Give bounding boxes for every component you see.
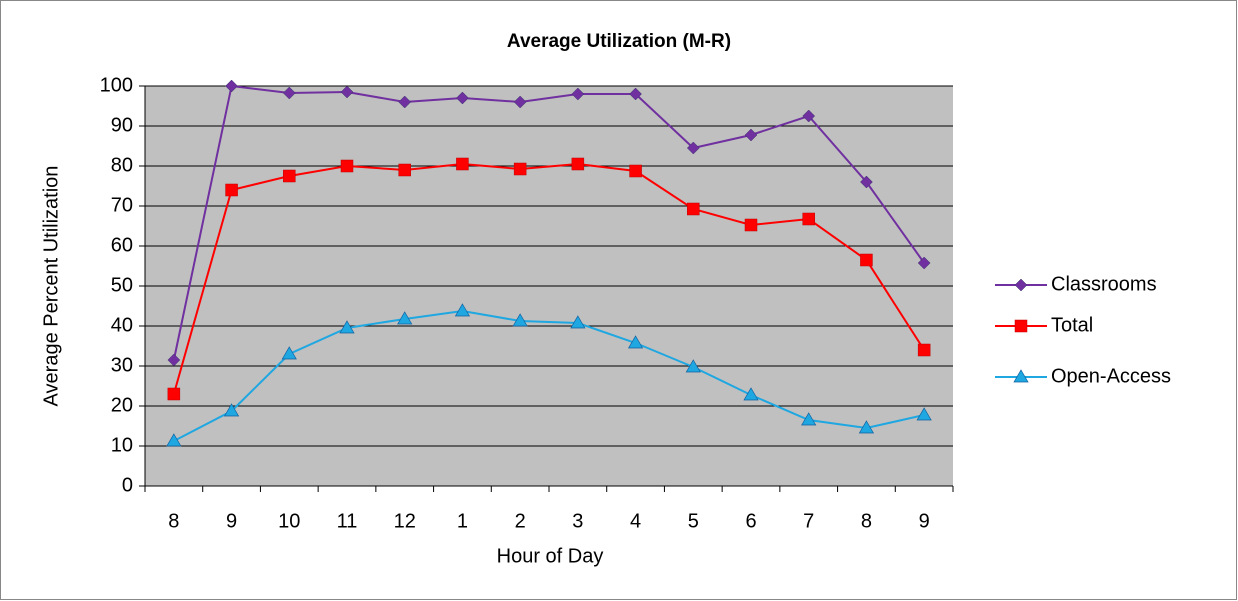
marker <box>802 109 816 123</box>
y-tick-label: 100 <box>100 74 133 96</box>
series-line <box>173 309 925 442</box>
marker <box>744 128 758 142</box>
x-tick-label: 9 <box>919 510 930 532</box>
marker <box>512 313 528 327</box>
marker <box>223 403 240 417</box>
x-tick-label: 1 <box>457 510 468 532</box>
legend-marker <box>1013 369 1029 383</box>
y-tick-label: 70 <box>111 194 133 216</box>
x-tick-label: 12 <box>394 510 416 532</box>
legend-marker <box>1014 278 1028 292</box>
series-line <box>172 162 925 395</box>
marker <box>283 169 296 183</box>
marker <box>167 353 181 367</box>
x-tick-label: 8 <box>861 510 872 532</box>
marker <box>225 79 238 93</box>
y-tick-label: 30 <box>111 354 133 376</box>
marker <box>340 85 354 99</box>
y-axis-title: Average Percent Utilization <box>40 166 62 407</box>
marker <box>629 87 642 101</box>
x-tick-label: 7 <box>803 510 814 532</box>
legend-label: Classrooms <box>1051 273 1157 295</box>
marker <box>917 343 931 357</box>
y-tick-label: 80 <box>111 154 133 176</box>
marker <box>627 335 644 349</box>
legend-label: Total <box>1051 314 1093 336</box>
marker <box>340 159 354 173</box>
y-tick-label: 60 <box>111 234 133 256</box>
marker <box>686 141 700 155</box>
marker <box>456 157 469 171</box>
x-axis-title: Hour of Day <box>497 545 604 567</box>
marker <box>456 91 469 105</box>
marker <box>513 162 527 176</box>
marker <box>860 175 873 189</box>
y-tick-label: 20 <box>111 394 133 416</box>
marker <box>570 315 586 329</box>
marker <box>687 202 700 216</box>
marker <box>281 346 297 360</box>
marker <box>397 311 413 325</box>
marker <box>685 359 701 373</box>
x-tick-label: 9 <box>226 510 237 532</box>
x-tick-label: 8 <box>168 510 179 532</box>
y-tick-label: 0 <box>122 474 133 496</box>
x-tick-label: 11 <box>337 510 358 532</box>
legend-label: Open-Access <box>1051 365 1171 387</box>
y-tick-label: 10 <box>111 434 133 456</box>
x-tick-label: 4 <box>630 510 641 532</box>
marker <box>513 95 527 109</box>
marker <box>282 86 296 100</box>
marker <box>571 157 585 171</box>
y-tick-label: 50 <box>111 274 133 296</box>
y-tick-label: 40 <box>111 314 133 336</box>
marker <box>166 433 182 447</box>
marker <box>571 87 585 101</box>
marker <box>743 387 759 401</box>
marker <box>802 212 815 226</box>
marker <box>398 95 412 109</box>
marker <box>225 183 238 197</box>
x-tick-label: 6 <box>745 510 756 532</box>
marker <box>744 218 758 232</box>
x-tick-label: 10 <box>278 510 300 532</box>
marker <box>167 387 181 401</box>
chart-title: Average Utilization (M-R) <box>507 31 731 52</box>
marker <box>398 163 411 177</box>
marker <box>801 412 817 426</box>
x-tick-label: 3 <box>572 510 583 532</box>
legend-marker <box>1014 319 1028 333</box>
series-line <box>172 84 925 361</box>
x-tick-label: 2 <box>515 510 526 532</box>
y-tick-label: 90 <box>111 114 133 136</box>
marker <box>860 253 873 267</box>
marker <box>858 420 875 434</box>
marker <box>629 164 642 178</box>
marker <box>917 256 931 270</box>
marker <box>454 303 471 317</box>
x-tick-label: 5 <box>688 510 699 532</box>
marker <box>916 407 932 421</box>
marker <box>339 320 355 334</box>
